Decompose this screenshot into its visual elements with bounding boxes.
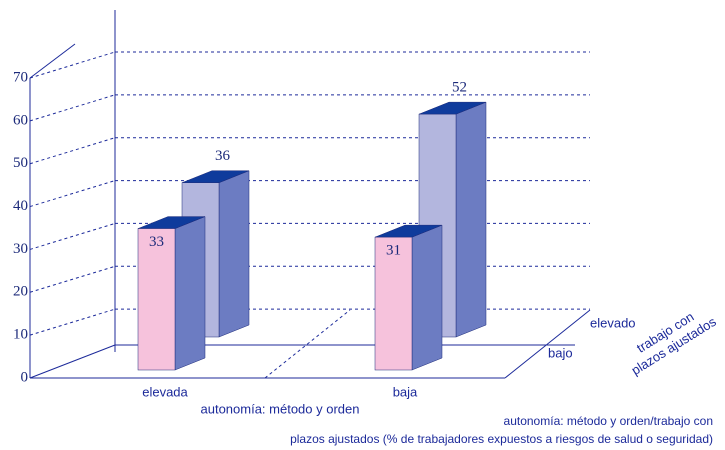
front-top-edge [29, 43, 76, 79]
grid-line [29, 222, 116, 250]
depth-label: bajo [548, 345, 573, 360]
y-tick-label: 40 [13, 198, 28, 214]
floor-right [504, 309, 591, 379]
grid-line [29, 94, 116, 122]
bar-side [411, 224, 443, 371]
frame [29, 10, 591, 379]
grid-line [29, 265, 116, 293]
grid-line [29, 308, 116, 336]
value-label: 33 [149, 234, 164, 250]
y-tick-label: 50 [13, 155, 28, 171]
value-label: 36 [215, 148, 231, 164]
grid-line [29, 51, 116, 79]
grid-line [29, 180, 116, 208]
caption-line: autonomía: método y orden/trabajo con [503, 414, 713, 428]
x-tick-label: baja [393, 384, 418, 399]
y-tick-label: 60 [13, 112, 28, 128]
x-axis-title: autonomía: método y orden [201, 401, 360, 416]
depth-label: elevado [590, 315, 636, 330]
y-tick-label: 70 [13, 69, 28, 85]
floor-divider [264, 309, 351, 379]
grid-line [29, 137, 116, 165]
bar [374, 236, 413, 371]
y-tick-label: 0 [21, 369, 29, 385]
caption-line: plazos ajustados (% de trabajadores expu… [290, 432, 713, 446]
bar-side [218, 170, 250, 338]
bar-side [174, 216, 206, 371]
bar-side [455, 101, 487, 338]
y-tick-label: 30 [13, 241, 28, 257]
value-label: 52 [452, 80, 467, 96]
y-tick-label: 10 [13, 327, 28, 343]
bar [137, 228, 176, 371]
y-tick-label: 20 [13, 284, 28, 300]
depth-title: trabajo con plazos ajustados [629, 309, 719, 378]
x-tick-label: elevada [142, 384, 188, 399]
value-label: 31 [386, 243, 401, 259]
floor-left [29, 344, 116, 379]
